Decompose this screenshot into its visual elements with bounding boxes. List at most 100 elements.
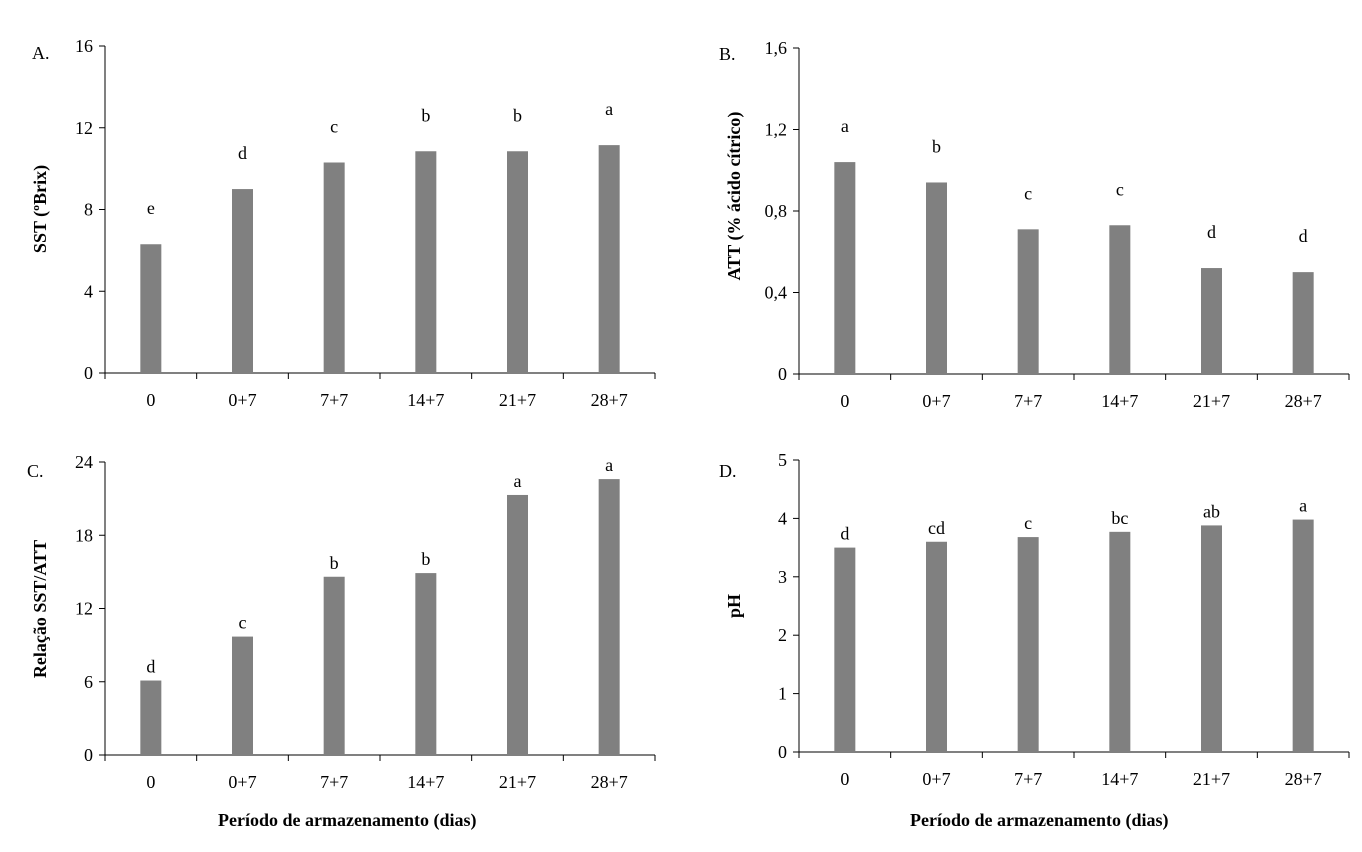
panel-2-bar — [1292, 272, 1314, 374]
panel-2-data-label: d — [1299, 226, 1308, 246]
panel-4-bar — [1017, 537, 1039, 752]
panel-2-bar — [926, 182, 947, 374]
panel-1-bar — [598, 145, 620, 373]
panel-3-y-tick-label: 24 — [75, 452, 93, 472]
panel-4-x-tick-label: 7+7 — [1014, 769, 1042, 789]
panel-2-label: B. — [719, 44, 736, 64]
panel-4-y-axis-title: pH — [724, 594, 744, 618]
panel-2-x-tick-label: 0+7 — [922, 391, 950, 411]
panel-1-data-label: d — [238, 143, 247, 163]
panel-2-data-label: b — [932, 136, 941, 156]
panel-4-bar — [926, 541, 947, 752]
panel-3-x-tick-label: 28+7 — [591, 772, 628, 792]
panel-4-bar — [1201, 525, 1222, 752]
panel-3-x-tick-label: 14+7 — [407, 772, 444, 792]
panel-4-x-tick-label: 14+7 — [1101, 769, 1138, 789]
panel-3-data-label: c — [239, 613, 247, 633]
panel-2-bar — [834, 162, 856, 374]
panel-1-x-tick-label: 0+7 — [228, 390, 256, 410]
panel-2-x-tick-label: 14+7 — [1101, 391, 1138, 411]
panel-2-y-tick-label: 0 — [778, 364, 787, 384]
panel-1-data-label: a — [605, 99, 613, 119]
panel-4-bar — [1292, 519, 1314, 752]
panel-3-x-tick-label: 21+7 — [499, 772, 536, 792]
panel-2-x-tick-label: 0 — [840, 391, 849, 411]
panel-4-y-tick-label: 2 — [778, 625, 787, 645]
panel-2-y-tick-label: 0,8 — [765, 201, 788, 221]
panel-3-bar — [507, 494, 528, 755]
panel-4-y-tick-label: 5 — [778, 450, 787, 470]
panel-3-bar — [140, 680, 162, 755]
panel-1-data-label: b — [421, 105, 430, 125]
panel-2-bar — [1109, 225, 1131, 374]
panel-3-bar — [598, 479, 620, 755]
panel-1-data-label: c — [330, 116, 338, 136]
panel-3-data-label: b — [421, 549, 430, 569]
panel-3-y-tick-label: 6 — [84, 672, 93, 692]
panel-4-data-label: c — [1024, 513, 1032, 533]
panel-4-data-label: d — [840, 524, 849, 544]
panel-1-x-tick-label: 28+7 — [591, 390, 628, 410]
panel-4-data-label: cd — [928, 518, 945, 538]
panel-3-bar — [415, 573, 437, 755]
panel-2-y-tick-label: 1,6 — [765, 38, 788, 58]
panel-3-data-label: a — [514, 471, 522, 491]
panel-4-y-tick-label: 0 — [778, 742, 787, 762]
panel-3-y-tick-label: 18 — [75, 525, 93, 545]
panel-4-data-label: a — [1299, 496, 1307, 516]
panel-2-x-tick-label: 28+7 — [1285, 391, 1322, 411]
panel-2-bar — [1017, 229, 1039, 374]
panel-1-y-tick-label: 16 — [75, 36, 93, 56]
panel-4-y-tick-label: 4 — [778, 508, 787, 528]
panel-1-bar — [507, 151, 528, 373]
panel-1-bar — [323, 162, 345, 373]
panel-2-x-tick-label: 7+7 — [1014, 391, 1042, 411]
panel-4-x-tick-label: 28+7 — [1285, 769, 1322, 789]
panel-4-bar — [834, 547, 856, 752]
panel-3-x-tick-label: 7+7 — [320, 772, 348, 792]
panel-4-x-tick-label: 0+7 — [922, 769, 950, 789]
x-axis-title-left: Período de armazenamento (dias) — [218, 810, 477, 830]
panel-2-y-tick-label: 0,4 — [765, 283, 788, 303]
panel-3-x-tick-label: 0+7 — [228, 772, 256, 792]
panel-1-y-tick-label: 0 — [84, 363, 93, 383]
panel-4-y-tick-label: 3 — [778, 567, 787, 587]
panel-1-x-tick-label: 21+7 — [499, 390, 536, 410]
panel-2-y-axis-title: ATT (% ácido cítrico) — [724, 112, 745, 281]
panel-1-y-tick-label: 12 — [75, 118, 93, 138]
panel-4-data-label: bc — [1111, 508, 1128, 528]
panel-3-label: C. — [27, 461, 44, 481]
panel-1-data-label: b — [513, 105, 522, 125]
panel-1-x-tick-label: 7+7 — [320, 390, 348, 410]
panel-4-x-tick-label: 0 — [840, 769, 849, 789]
panel-4-x-tick-label: 21+7 — [1193, 769, 1230, 789]
panel-2-bar — [1201, 268, 1222, 374]
panel-2-data-label: c — [1116, 179, 1124, 199]
panel-3-y-tick-label: 12 — [75, 599, 93, 619]
panel-4-bar — [1109, 531, 1131, 752]
panel-3-data-label: b — [330, 553, 339, 573]
panel-2-data-label: c — [1024, 183, 1032, 203]
panel-1-x-tick-label: 14+7 — [407, 390, 444, 410]
panel-3-y-axis-title: Relação SST/ATT — [30, 540, 50, 678]
panel-2-data-label: d — [1207, 222, 1216, 242]
panel-4-y-tick-label: 1 — [778, 684, 787, 704]
panel-3-data-label: d — [146, 657, 155, 677]
panel-3-data-label: a — [605, 455, 613, 475]
panel-2-data-label: a — [841, 116, 849, 136]
x-axis-title-right: Período de armazenamento (dias) — [910, 810, 1169, 830]
panel-3-bar — [323, 576, 345, 755]
panel-3-y-tick-label: 0 — [84, 745, 93, 765]
panel-1-bar — [415, 151, 437, 373]
panel-4-data-label: ab — [1203, 501, 1220, 521]
panel-1-y-tick-label: 8 — [84, 200, 93, 220]
panel-1-label: A. — [32, 43, 50, 63]
panel-1-data-label: e — [147, 198, 155, 218]
panel-1-bar — [140, 244, 162, 373]
panel-1-x-tick-label: 0 — [146, 390, 155, 410]
panel-2-x-tick-label: 21+7 — [1193, 391, 1230, 411]
panel-2-y-tick-label: 1,2 — [765, 120, 788, 140]
panel-4-label: D. — [719, 461, 737, 481]
panel-3-bar — [232, 636, 253, 755]
